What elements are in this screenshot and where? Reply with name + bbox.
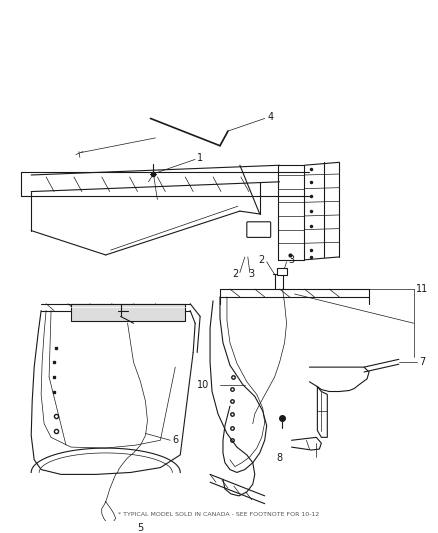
Text: 2: 2 bbox=[259, 255, 265, 265]
Text: * TYPICAL MODEL SOLD IN CANADA - SEE FOOTNOTE FOR 10-12: * TYPICAL MODEL SOLD IN CANADA - SEE FOO… bbox=[118, 512, 320, 517]
Bar bbox=[71, 304, 185, 321]
Text: 3: 3 bbox=[248, 270, 254, 279]
Text: 7: 7 bbox=[419, 357, 425, 367]
Text: 5: 5 bbox=[138, 523, 144, 533]
Text: 6: 6 bbox=[172, 435, 178, 445]
Text: 4: 4 bbox=[268, 112, 274, 123]
Text: 3: 3 bbox=[289, 255, 295, 265]
Text: 2: 2 bbox=[232, 270, 238, 279]
Text: 11: 11 bbox=[416, 284, 428, 294]
Text: 1: 1 bbox=[197, 154, 203, 164]
Text: 10: 10 bbox=[197, 379, 209, 390]
Text: 8: 8 bbox=[277, 453, 283, 463]
FancyBboxPatch shape bbox=[247, 222, 271, 237]
Bar bbox=[277, 268, 286, 276]
